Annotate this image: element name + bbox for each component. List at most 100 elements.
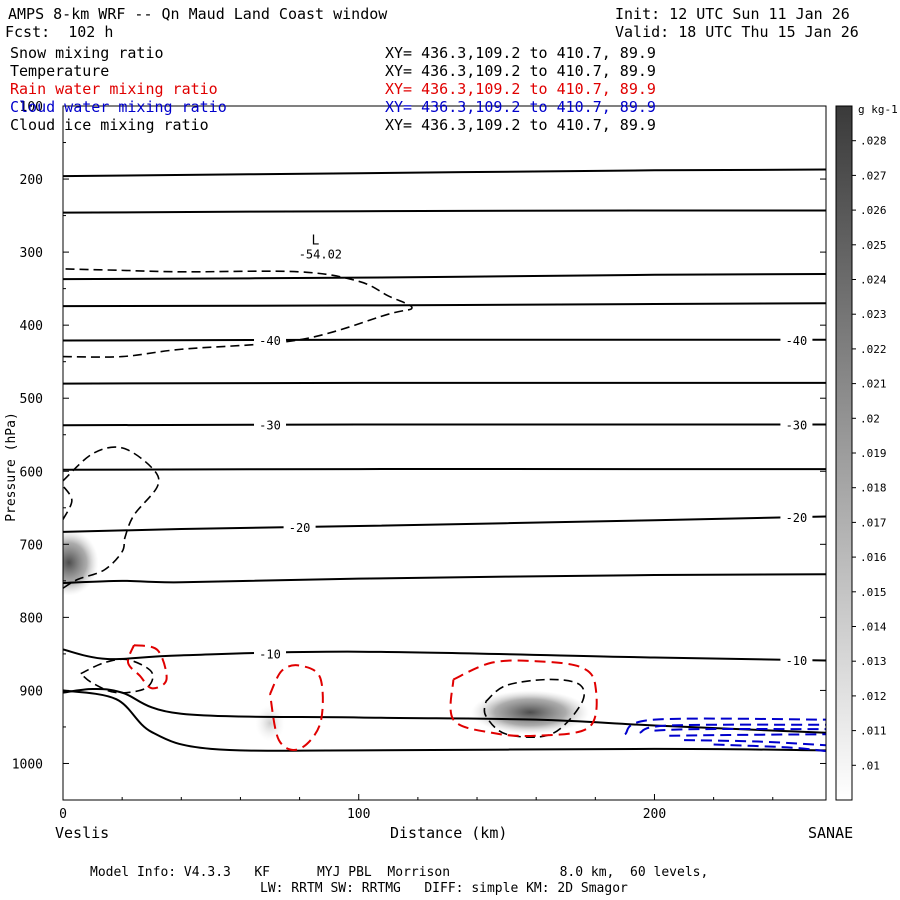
y-tick-label-3: 400 (20, 319, 43, 334)
header-title: AMPS 8-km WRF -- Qn Maud Land Coast wind… (8, 5, 388, 23)
isotherm-7 (63, 468, 826, 471)
colorbar-tick-label-17: .027 (860, 169, 887, 182)
rain-contour-1 (269, 664, 324, 751)
y-tick-label-5: 600 (20, 465, 43, 480)
cloud-water-contour-3 (669, 733, 826, 737)
cloud-water-contour-5 (713, 743, 826, 753)
right-station-label: SANAE (808, 824, 854, 842)
header-forecast: Fcst: 102 h (5, 23, 114, 41)
isotherm-label-bg (780, 417, 813, 432)
colorbar-gradient (835, 105, 853, 801)
ice-shading-layer (63, 529, 590, 742)
isotherm-10 (63, 648, 826, 662)
isotherm-label-8-1: -20 (786, 511, 808, 525)
isotherm-2 (63, 273, 826, 281)
field-cloud-water-xy: XY= 436.3,109.2 to 410.7, 89.9 (385, 98, 656, 116)
cloud-water-contour-4 (684, 739, 826, 747)
isotherm-label-bg (780, 510, 813, 525)
low-marker-letter: L (311, 234, 319, 249)
colorbar-tick-label-3: .013 (860, 655, 887, 668)
field-snow-xy: XY= 436.3,109.2 to 410.7, 89.9 (385, 44, 656, 62)
field-temperature-xy: XY= 436.3,109.2 to 410.7, 89.9 (385, 62, 656, 80)
field-rain: Rain water mixing ratio (10, 80, 218, 98)
colorbar-ticks: g kg-1 .01 .011 .012 .013 .014 .015 .016 .017 .01… (852, 103, 898, 772)
isotherm-9 (63, 573, 826, 585)
colorbar-tick-label-15: .025 (860, 239, 887, 252)
colorbar-tick-label-16: .026 (860, 204, 887, 217)
colorbar-tick-label-2: .012 (860, 690, 887, 703)
y-tick-label-1: 200 (20, 173, 43, 188)
cloud-water-contour-0 (624, 717, 826, 736)
x-tick-label-1: 100 (347, 807, 370, 822)
axis-layer: 100 200 300 400 500 600 700 800 900 1000 0 100 200 (12, 100, 826, 822)
isotherm-label-10-0: -10 (259, 648, 281, 662)
isotherm-label-6-1: -30 (786, 419, 808, 433)
isotherm-11 (63, 687, 826, 734)
ice-shading-2 (255, 705, 285, 742)
isotherm-label-bg (780, 332, 813, 347)
isotherm-8 (63, 515, 826, 533)
isotherm-12 (63, 689, 826, 752)
footer-physics-info: LW: RRTM SW: RRTMG DIFF: simple KM: 2D S… (260, 881, 628, 896)
isotherm-6 (63, 423, 826, 427)
isotherm-label-10-1: -10 (786, 654, 808, 668)
colorbar-tick-label-4: .014 (860, 621, 887, 634)
y-axis-label: Pressure (hPa) (4, 412, 19, 522)
isotherm-label-4-0: -40 (259, 334, 281, 348)
colorbar-tick-label-7: .017 (860, 516, 887, 529)
snow-contour-1 (63, 446, 160, 589)
ice-shading-1 (471, 690, 590, 735)
colorbar-tick-label-12: .022 (860, 343, 887, 356)
y-tick-label-7: 800 (20, 611, 43, 626)
isotherm-label-bg (254, 417, 287, 432)
rain-contour-2 (449, 659, 598, 738)
ice-shading-0 (63, 529, 99, 596)
isotherm-label-bg (283, 520, 316, 535)
y-tick-label-9: 1000 (12, 757, 43, 772)
isotherm-label-bg (254, 646, 287, 661)
snow-contour-4 (483, 678, 586, 739)
field-cloud-water: Cloud water mixing ratio (10, 98, 227, 116)
snow-contour-0 (63, 268, 413, 358)
y-tick-label-4: 500 (20, 392, 43, 407)
isotherm-3 (63, 302, 826, 308)
colorbar-tick-label-5: .015 (860, 586, 887, 599)
colorbar-tick-label-11: .021 (860, 378, 887, 391)
isotherm-label-8-0: -20 (289, 521, 311, 535)
x-axis-label: Distance (km) (390, 824, 508, 842)
colorbar-tick-label-8: .018 (860, 482, 887, 495)
header-init: Init: 12 UTC Sun 11 Jan 26 (615, 5, 850, 23)
snow-contour-2 (63, 485, 73, 520)
isotherm-4 (63, 338, 826, 342)
colorbar-tick-label-10: .02 (860, 412, 880, 425)
x-tick-label-2: 200 (643, 807, 666, 822)
y-tick-label-2: 300 (20, 246, 43, 261)
colorbar-tick-label-1: .011 (860, 725, 887, 738)
isotherm-5 (63, 381, 826, 385)
colorbar: g kg-1 .01 .011 .012 .013 .014 .015 .016 .017 .01… (835, 103, 898, 801)
colorbar-tick-label-14: .024 (860, 274, 887, 287)
left-station-label: Veslis (55, 824, 110, 842)
isotherm-0 (63, 168, 826, 178)
y-tick-label-6: 700 (20, 538, 43, 553)
plot-frame (62, 105, 827, 801)
header-valid: Valid: 18 UTC Thu 15 Jan 26 (615, 23, 859, 41)
cloud-water-contour-1 (639, 723, 826, 734)
field-temperature: Temperature (10, 62, 110, 80)
colorbar-tick-label-6: .016 (860, 551, 887, 564)
colorbar-tick-label-9: .019 (860, 447, 887, 460)
colorbar-unit: g kg-1 (858, 103, 898, 116)
colorbar-tick-label-18: .028 (860, 135, 887, 148)
footer-model-info: Model Info: V4.3.3 KF MYJ PBL Morrison 8… (90, 865, 709, 880)
contour-layer (63, 168, 826, 753)
isotherm-label-6-0: -30 (259, 419, 281, 433)
colorbar-tick-label-13: .023 (860, 308, 887, 321)
snow-contour-3 (80, 658, 154, 694)
field-cloud-ice: Cloud ice mixing ratio (10, 116, 209, 134)
isotherm-label-4-1: -40 (786, 334, 808, 348)
contour-label-layer: -40 -40 -30 -30 -20 -20 -10 -10 L-54.02 (254, 234, 813, 668)
low-marker-value: -54.02 (299, 248, 342, 262)
colorbar-tick-label-0: .01 (860, 759, 880, 772)
field-cloud-ice-xy: XY= 436.3,109.2 to 410.7, 89.9 (385, 116, 656, 134)
